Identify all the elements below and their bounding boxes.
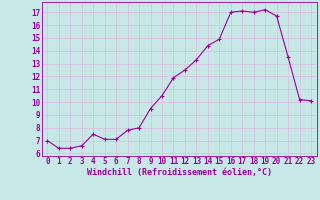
X-axis label: Windchill (Refroidissement éolien,°C): Windchill (Refroidissement éolien,°C) xyxy=(87,168,272,177)
